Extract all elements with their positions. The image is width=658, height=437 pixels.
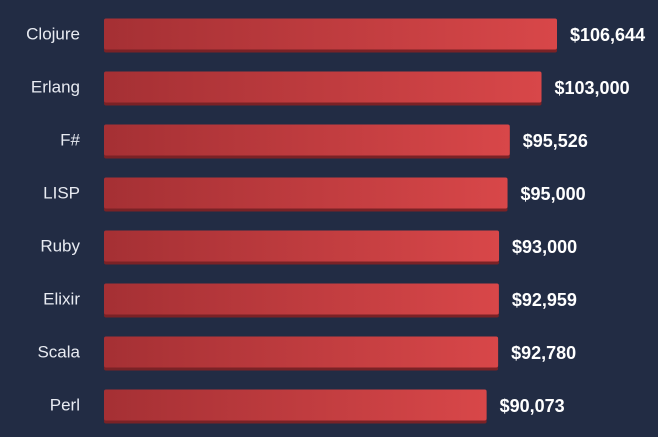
- category-label: Perl: [50, 395, 80, 414]
- category-label: F#: [60, 130, 80, 149]
- category-label: Scala: [37, 342, 80, 361]
- category-label: Elixir: [43, 289, 80, 308]
- bar: [104, 389, 487, 421]
- bar: [104, 336, 499, 368]
- bar: [104, 177, 508, 209]
- value-label: $92,780: [511, 343, 576, 363]
- value-label: $90,073: [500, 396, 565, 416]
- category-label: LISP: [43, 183, 80, 202]
- value-label: $95,000: [521, 184, 586, 204]
- bar: [104, 283, 499, 315]
- category-label: Ruby: [40, 236, 80, 255]
- bar: [104, 18, 557, 50]
- value-label: $92,959: [512, 290, 577, 310]
- value-label: $103,000: [555, 78, 630, 98]
- category-label: Erlang: [31, 77, 80, 96]
- bar: [104, 124, 510, 156]
- value-label: $93,000: [512, 237, 577, 257]
- bar: [104, 71, 542, 103]
- bar: [104, 230, 500, 262]
- value-label: $95,526: [523, 131, 588, 151]
- value-label: $106,644: [570, 25, 645, 45]
- category-label: Clojure: [26, 24, 80, 43]
